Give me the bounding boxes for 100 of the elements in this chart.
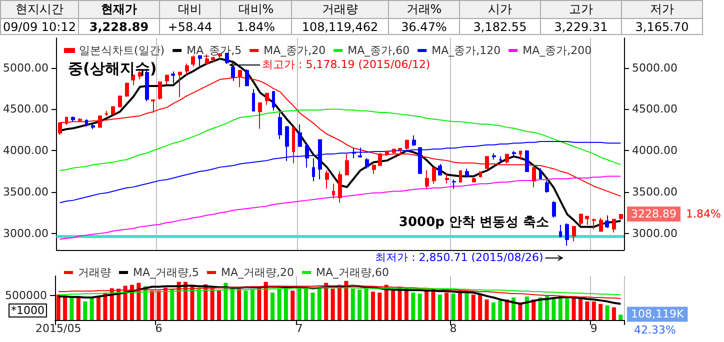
bar	[478, 294, 482, 320]
candlestick	[539, 168, 542, 180]
y2-tick-label: 4500.00	[632, 102, 678, 116]
x-tick-label: 8	[450, 322, 457, 335]
candlestick	[198, 55, 202, 66]
candlestick	[171, 70, 175, 84]
candlestick	[585, 215, 589, 226]
category-label: 거래량	[291, 0, 388, 18]
candlestick	[245, 68, 249, 87]
candlestick	[352, 148, 356, 159]
bar	[618, 314, 623, 320]
candlestick	[612, 218, 616, 234]
text: 3228.89	[631, 207, 676, 220]
candlestick	[552, 200, 556, 218]
candlestick	[559, 224, 562, 238]
bar	[270, 292, 275, 320]
bar	[83, 301, 88, 320]
candlestick	[91, 124, 95, 130]
text: 3,165.70	[635, 20, 689, 34]
candlestick	[71, 116, 75, 122]
candlestick	[605, 214, 609, 228]
candlestick	[378, 152, 382, 166]
bar	[612, 307, 616, 320]
bar	[491, 302, 496, 320]
legend-label: MA_거래량,5	[133, 266, 200, 279]
y2-tick-label: 4000.00	[632, 144, 678, 158]
candlestick	[425, 170, 429, 190]
candlestick	[98, 116, 102, 128]
bar	[330, 288, 335, 320]
x-tick-label: 2015/05	[35, 322, 82, 335]
candlestick	[65, 116, 68, 126]
text: 09/09 10:12	[3, 20, 76, 34]
candlestick	[465, 168, 469, 178]
y-axis-title: *1000	[11, 304, 45, 318]
text: +58.44	[168, 20, 212, 34]
candlestick	[111, 106, 115, 116]
candlestick	[278, 112, 282, 140]
candlestick	[85, 118, 88, 127]
text: 3,229.31	[554, 20, 608, 34]
bar	[196, 288, 201, 320]
candlestick	[131, 74, 135, 86]
y-tick-label: 4500.00	[2, 102, 48, 116]
y2-tick-label: 3500.00	[632, 186, 678, 199]
text: 1.84%	[236, 20, 276, 34]
category-label: 고가	[540, 0, 622, 18]
bar	[290, 290, 295, 320]
candlestick	[165, 74, 169, 86]
bar	[70, 297, 74, 320]
candlestick	[312, 158, 315, 182]
candlestick	[499, 156, 502, 162]
candlestick	[158, 81, 162, 100]
candlestick	[125, 82, 129, 98]
bar	[304, 288, 308, 320]
bar	[471, 294, 476, 320]
candlestick	[178, 72, 182, 98]
text: 3,182.55	[473, 20, 527, 34]
y-tick-label: 5000.00	[2, 61, 48, 74]
bar	[538, 298, 542, 320]
candlestick	[211, 56, 215, 63]
bar	[76, 296, 80, 320]
candlestick	[532, 167, 536, 188]
candlestick	[151, 98, 155, 114]
candlestick	[405, 139, 409, 150]
annotation: 최고가 : 5,178.19 (2015/06/12)	[262, 58, 430, 72]
y-tick-label: 3500.00	[2, 186, 48, 199]
bar	[424, 290, 429, 320]
candlestick	[472, 176, 476, 183]
candlestick	[325, 170, 329, 190]
bar	[552, 298, 556, 320]
legend-label: 일본식차트(일간)	[79, 44, 165, 57]
candlestick	[432, 167, 436, 184]
bar	[605, 305, 610, 320]
candlestick	[258, 102, 262, 130]
category-label: 현지시간	[0, 0, 78, 18]
y-tick-label: 3000.00	[2, 226, 48, 240]
bar	[370, 292, 375, 320]
candlestick	[358, 147, 362, 158]
category-label: 현재가	[78, 0, 160, 18]
candlestick	[418, 146, 422, 174]
bar	[358, 290, 362, 320]
bar	[524, 296, 529, 320]
candlestick	[525, 150, 529, 172]
legend-label: 거래량	[78, 266, 111, 279]
bar	[250, 290, 254, 320]
candlestick	[345, 153, 349, 176]
candlestick	[338, 170, 342, 204]
candlestick	[512, 150, 516, 158]
text: 중(상해지수)	[68, 60, 157, 78]
category-label: 거래%	[388, 0, 460, 18]
annotation: 3000p 안착 변동성 축소	[398, 215, 550, 230]
bar	[418, 294, 422, 320]
candlestick	[565, 222, 569, 246]
candlestick	[619, 214, 623, 220]
candlestick	[505, 154, 509, 164]
bar	[404, 288, 408, 320]
bar	[598, 304, 603, 320]
text: 108,119,462	[302, 20, 378, 34]
candlestick	[445, 174, 449, 184]
candlestick	[385, 150, 389, 156]
bar	[96, 297, 101, 320]
